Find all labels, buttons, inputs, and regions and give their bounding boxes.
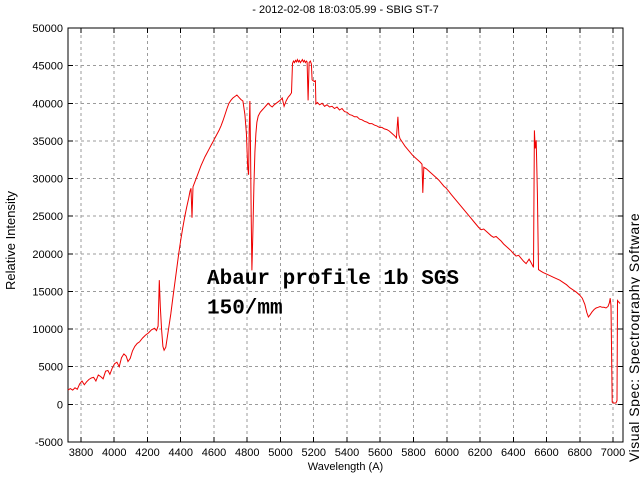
x-tick-label: 4800 bbox=[235, 447, 259, 459]
x-tick-label: 5200 bbox=[302, 447, 326, 459]
x-tick-label: 4000 bbox=[102, 447, 126, 459]
plot-frame bbox=[67, 27, 624, 443]
x-tick-label: 6400 bbox=[501, 447, 525, 459]
y-tick-label: 10000 bbox=[32, 324, 63, 336]
x-tick-label: 7000 bbox=[601, 447, 625, 459]
x-tick-label: 6000 bbox=[435, 447, 459, 459]
x-tick-label: 3800 bbox=[69, 447, 93, 459]
x-tick-label: 5600 bbox=[368, 447, 392, 459]
y-tick-label: 0 bbox=[57, 399, 63, 411]
x-tick-label: 4600 bbox=[202, 447, 226, 459]
chart-title: - 2012-02-08 18:03:05.99 - SBIG ST-7 bbox=[252, 4, 439, 16]
y-tick-label: 5000 bbox=[39, 362, 63, 374]
x-tick-label: 6800 bbox=[568, 447, 592, 459]
y-tick-label: 30000 bbox=[32, 174, 63, 186]
x-tick-label: 5400 bbox=[335, 447, 359, 459]
y-tick-label: 20000 bbox=[32, 249, 63, 261]
y-tick-label: 45000 bbox=[32, 61, 63, 73]
x-tick-label: 6600 bbox=[534, 447, 558, 459]
y-tick-label: 15000 bbox=[32, 286, 63, 298]
x-tick-label: 5000 bbox=[268, 447, 292, 459]
x-tick-label: 6200 bbox=[468, 447, 492, 459]
x-tick-label: 5800 bbox=[401, 447, 425, 459]
x-tick-label: 4200 bbox=[135, 447, 159, 459]
y-tick-label: -5000 bbox=[35, 437, 63, 449]
spectrum-curve bbox=[67, 58, 621, 404]
y-tick-label: 35000 bbox=[32, 136, 63, 148]
x-axis-title: Wavelength (A) bbox=[307, 461, 384, 473]
software-branding-label: Visual Spec: Spectrography Software bbox=[626, 212, 640, 462]
y-tick-label: 25000 bbox=[32, 211, 63, 223]
spectrum-annotation-line2: 150/mm bbox=[207, 297, 283, 320]
spectrum-annotation-line1: Abaur profile 1b SGS bbox=[207, 268, 459, 291]
y-tick-label: 50000 bbox=[32, 23, 63, 35]
x-tick-label: 4400 bbox=[168, 447, 192, 459]
y-tick-label: 40000 bbox=[32, 98, 63, 110]
